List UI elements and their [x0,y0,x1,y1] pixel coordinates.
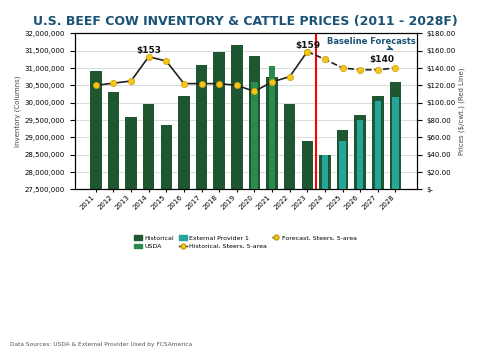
Bar [90,72,101,349]
Bar [392,97,398,349]
Bar [372,96,384,349]
Text: $159: $159 [295,41,320,50]
Bar [322,155,328,349]
Text: Data Sources: USDA & External Provider Used by FCSAmerica: Data Sources: USDA & External Provider U… [10,342,192,347]
Bar [214,52,225,349]
Text: Baseline Forecasts: Baseline Forecasts [327,37,416,50]
Bar [337,131,348,349]
Bar [301,141,313,349]
Bar [375,101,381,349]
Bar [249,56,260,349]
Bar [269,66,275,349]
Bar [231,45,242,349]
Y-axis label: Inventory (Columns): Inventory (Columns) [15,76,22,147]
Bar [354,115,366,349]
Bar [108,92,119,349]
Bar [266,77,278,349]
Bar [143,104,155,349]
Title: U.S. BEEF COW INVENTORY & CATTLE PRICES (2011 - 2028F): U.S. BEEF COW INVENTORY & CATTLE PRICES … [33,15,458,28]
Bar [339,141,346,349]
Legend: Historical, USDA, External Provider 1, Historical, Steers, 5-area, Forecast, Ste: Historical, USDA, External Provider 1, H… [132,232,360,252]
Bar [357,120,363,349]
Bar [252,82,258,349]
Bar [196,65,207,349]
Bar [319,155,331,349]
Bar [161,125,172,349]
Bar [125,117,137,349]
Text: $140: $140 [369,55,394,64]
Y-axis label: Prices ($/cwt.) (Red Line): Prices ($/cwt.) (Red Line) [458,68,465,155]
Bar [178,96,190,349]
Text: $153: $153 [136,46,161,55]
Bar [284,104,295,349]
Bar [390,82,401,349]
